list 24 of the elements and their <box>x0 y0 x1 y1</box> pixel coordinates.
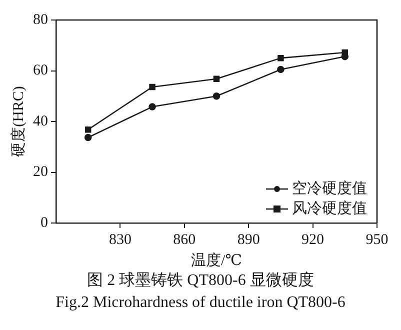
point <box>213 76 220 82</box>
x-tick-label: 950 <box>366 232 388 248</box>
x-tick-label: 830 <box>108 232 132 248</box>
point <box>278 54 284 62</box>
x-axis-title: 温度/℃ <box>191 252 242 269</box>
y-axis-title: 硬度(HRC) <box>10 86 27 157</box>
y-tick-label: 80 <box>33 12 48 28</box>
point <box>84 126 92 133</box>
x-tick-label: 860 <box>173 232 196 248</box>
y-tick-label: 20 <box>33 164 48 180</box>
caption: Fig.2 Microhardness of ductile iron QT800-6 <box>54 293 346 313</box>
point <box>149 84 156 90</box>
y-tick-label: 40 <box>33 113 48 130</box>
x-tick-label: 890 <box>237 232 260 248</box>
y-tick-label: 0 <box>40 214 48 231</box>
point <box>212 92 220 100</box>
legend-label: 风冷硬度值 <box>292 200 367 217</box>
point <box>84 134 92 142</box>
point <box>277 66 284 74</box>
point <box>148 103 156 110</box>
caption: 图 2 球墨铸铁 QT800-6 显微硬度 <box>86 270 315 291</box>
x-tick-label: 920 <box>302 232 324 248</box>
y-tick-label: 60 <box>33 62 48 79</box>
legend-label: 空冷硬度值 <box>292 180 367 197</box>
